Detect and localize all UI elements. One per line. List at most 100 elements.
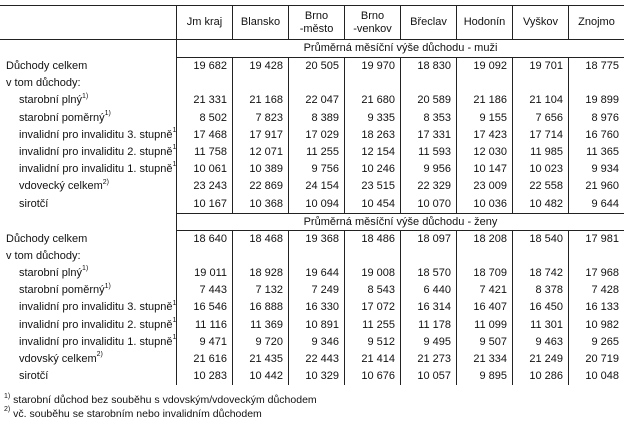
- footnote-marker: 1): [104, 282, 111, 290]
- value-cell: 16 888: [232, 299, 288, 317]
- value-cell: 18 540: [512, 230, 568, 248]
- row-label: invalidní pro invaliditu 3. stupně1): [0, 299, 176, 316]
- footnote-marker: 1): [172, 334, 176, 342]
- value-cell: [232, 247, 288, 266]
- value-cell: 9 512: [344, 333, 400, 351]
- value-cell: 8 976: [568, 109, 624, 127]
- value-cell: 10 061: [176, 161, 232, 179]
- value-cell: 11 365: [568, 143, 624, 162]
- value-cell: 19 092: [456, 58, 512, 76]
- row-label: v tom důchody:: [6, 77, 81, 90]
- value-cell: 21 104: [512, 92, 568, 110]
- value-cell: 9 895: [456, 368, 512, 386]
- value-cell: 10 368: [232, 195, 288, 213]
- value-cell: 19 368: [288, 230, 344, 248]
- value-cell: 9 644: [568, 195, 624, 213]
- table-row: invalidní pro invaliditu 3. stupně1) 17 4…: [0, 126, 624, 144]
- row-label: sirotčí: [19, 197, 49, 210]
- row-label: vdovský celkem2): [19, 351, 103, 365]
- value-cell: 10 048: [568, 368, 624, 386]
- section-spacer: [0, 40, 176, 58]
- value-cell: [344, 247, 400, 266]
- value-cell: 16 314: [400, 299, 456, 317]
- value-cell: 17 029: [288, 126, 344, 144]
- value-cell: 10 442: [232, 368, 288, 386]
- value-cell: 11 369: [232, 316, 288, 334]
- table-row: invalidní pro invaliditu 2. stupně1) 11 1…: [0, 316, 624, 334]
- column-header-7: Znojmo: [568, 6, 624, 39]
- footnote-marker: 2): [96, 351, 103, 359]
- value-cell: 11 985: [512, 143, 568, 162]
- value-cell: 10 147: [456, 161, 512, 179]
- value-cell: [400, 75, 456, 93]
- table-row: v tom důchody:: [0, 247, 624, 266]
- table-row: invalidní pro invaliditu 3. stupně1)16 5…: [0, 299, 624, 317]
- value-cell: [512, 75, 568, 93]
- value-cell: 9 155: [456, 109, 512, 127]
- value-cell: 9 471: [176, 333, 232, 351]
- value-cell: 11 593: [400, 143, 456, 162]
- value-cell: 10 057: [400, 368, 456, 386]
- value-cell: 7 443: [176, 282, 232, 300]
- table-row: v tom důchody:: [0, 75, 624, 93]
- value-cell: [344, 75, 400, 93]
- row-label: Důchody celkem: [6, 60, 88, 72]
- value-cell: 17 917: [232, 126, 288, 144]
- value-cell: 17 968: [568, 265, 624, 283]
- table-row: invalidní pro invaliditu 1. stupně1)10 0…: [0, 161, 624, 179]
- value-cell: 12 154: [344, 143, 400, 162]
- column-header-5: Hodonín: [456, 6, 512, 39]
- row-label: invalidní pro invaliditu 2. stupně1): [0, 317, 176, 334]
- value-cell: 8 502: [176, 109, 232, 127]
- value-cell: 20 589: [400, 92, 456, 110]
- value-cell: 10 454: [344, 195, 400, 213]
- value-cell: 9 335: [344, 109, 400, 127]
- value-cell: 22 869: [232, 178, 288, 196]
- value-cell: 21 334: [456, 351, 512, 369]
- value-cell: 17 714: [512, 126, 568, 144]
- value-cell: 17 423: [456, 126, 512, 144]
- value-cell: 21 186: [456, 92, 512, 110]
- value-cell: 18 640: [176, 230, 232, 248]
- value-cell: [568, 75, 624, 93]
- column-header-4: Břeclav: [400, 6, 456, 39]
- value-cell: 19 428: [232, 58, 288, 76]
- value-cell: 12 030: [456, 143, 512, 162]
- value-cell: 11 758: [176, 143, 232, 162]
- value-cell: 19 899: [568, 92, 624, 110]
- value-cell: 8 389: [288, 109, 344, 127]
- value-cell: 7 421: [456, 282, 512, 300]
- value-cell: 9 463: [512, 333, 568, 351]
- value-cell: 21 680: [344, 92, 400, 110]
- value-cell: 20 719: [568, 351, 624, 369]
- value-cell: 16 407: [456, 299, 512, 317]
- row-label: invalidní pro invaliditu 2. stupně1): [0, 144, 176, 161]
- value-cell: 22 558: [512, 178, 568, 196]
- value-cell: 10 094: [288, 195, 344, 213]
- value-cell: [232, 75, 288, 93]
- value-cell: 10 070: [400, 195, 456, 213]
- value-cell: 16 330: [288, 299, 344, 317]
- value-cell: 9 265: [568, 333, 624, 351]
- value-cell: 9 934: [568, 161, 624, 179]
- footnote-marker: 1): [81, 265, 89, 273]
- row-label: invalidní pro invaliditu 3. stupně1): [0, 127, 176, 144]
- value-cell: 11 178: [400, 316, 456, 334]
- value-cell: 10 246: [344, 161, 400, 179]
- value-cell: 19 008: [344, 265, 400, 283]
- table-row: vdovecký celkem2) 23 243 22 869 24 154 23 51…: [0, 178, 624, 196]
- column-header-0: Jm kraj: [176, 6, 232, 39]
- table-body: Průměrná měsíční výše důchodu - muži Důch…: [0, 40, 624, 386]
- value-cell: 21 414: [344, 351, 400, 369]
- value-cell: 9 720: [232, 333, 288, 351]
- value-cell: [176, 75, 232, 93]
- column-header-2: Brno -město: [288, 6, 344, 39]
- value-cell: 7 132: [232, 282, 288, 300]
- row-label: sirotčí: [19, 370, 49, 383]
- value-cell: 7 249: [288, 282, 344, 300]
- table-row: Důchody celkem 19 682 19 428 20 505 19 970 18…: [0, 58, 624, 76]
- value-cell: 10 036: [456, 195, 512, 213]
- value-cell: 18 742: [512, 265, 568, 283]
- column-header-row: Jm kraj Blansko Brno -město Brno -venkov Bře…: [0, 5, 624, 40]
- pension-statistics-page: Jm kraj Blansko Brno -město Brno -venkov Bře…: [0, 5, 624, 427]
